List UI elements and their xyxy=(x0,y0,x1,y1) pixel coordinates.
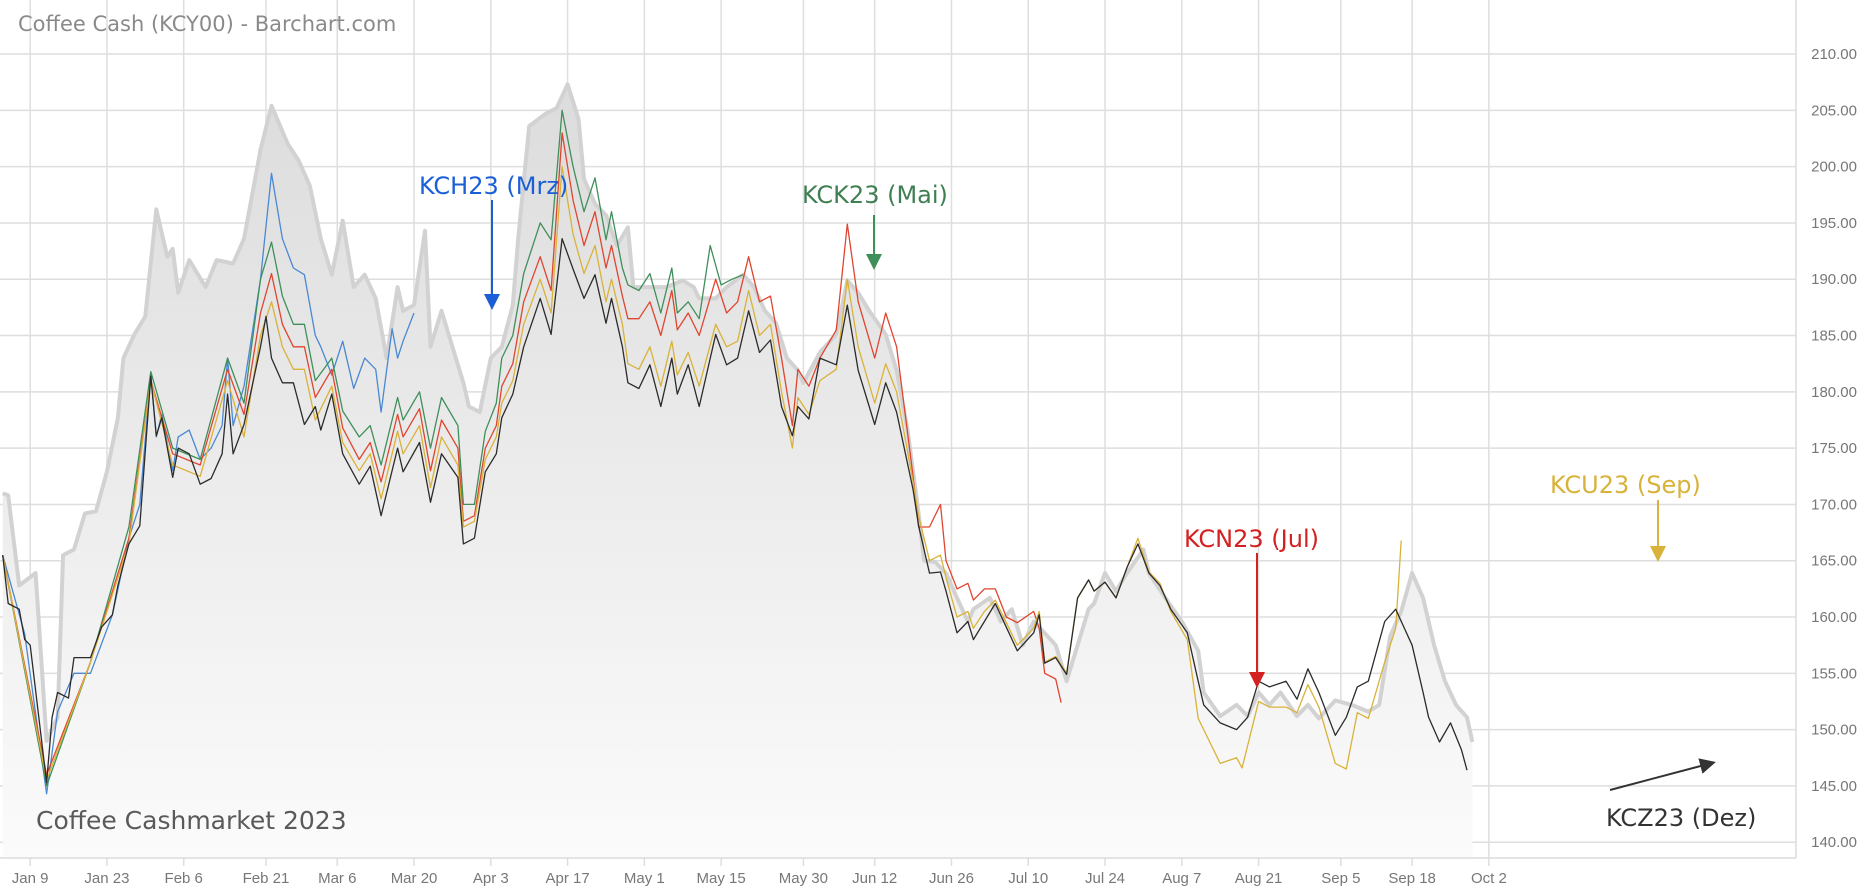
y-tick-label: 155.00 xyxy=(1811,665,1857,682)
series-line-kcz23 xyxy=(2,238,1468,784)
y-tick-label: 145.00 xyxy=(1811,778,1857,795)
chart-caption: Coffee Cashmarket 2023 xyxy=(36,806,347,835)
y-tick-label: 190.00 xyxy=(1811,271,1857,288)
annotation-kch23: KCH23 (Mrz) xyxy=(419,172,569,200)
y-tick-label: 160.00 xyxy=(1811,609,1857,626)
x-tick-label: Mar 20 xyxy=(391,870,438,887)
kcz-arrow xyxy=(1609,758,1716,791)
x-tick-label: Sep 5 xyxy=(1321,870,1360,887)
annotation-kcu23: KCU23 (Sep) xyxy=(1550,471,1701,499)
x-tick-label: Aug 21 xyxy=(1235,870,1283,887)
x-tick-label: Aug 7 xyxy=(1162,870,1201,887)
y-tick-label: 200.00 xyxy=(1811,159,1857,176)
annotation-kcz23: KCZ23 (Dez) xyxy=(1606,804,1757,832)
x-tick-label: Jun 12 xyxy=(852,870,897,887)
x-tick-label: Jul 10 xyxy=(1008,870,1048,887)
x-tick-label: Apr 3 xyxy=(473,870,509,887)
y-tick-label: 165.00 xyxy=(1811,553,1857,570)
x-tick-label: Feb 6 xyxy=(165,870,203,887)
annotation-kcn23: KCN23 (Jul) xyxy=(1184,525,1319,553)
cash-area xyxy=(2,84,1473,858)
x-tick-label: May 1 xyxy=(624,870,665,887)
x-tick-label: Jul 24 xyxy=(1085,870,1125,887)
y-tick-label: 205.00 xyxy=(1811,102,1857,119)
x-tick-label: Apr 17 xyxy=(545,870,589,887)
y-tick-label: 185.00 xyxy=(1811,328,1857,345)
y-tick-label: 170.00 xyxy=(1811,496,1857,513)
x-tick-label: Sep 18 xyxy=(1388,870,1436,887)
x-tick-label: Jan 9 xyxy=(12,870,49,887)
series-line-kcn23 xyxy=(2,132,1062,776)
y-tick-label: 210.00 xyxy=(1811,46,1857,63)
y-tick-label: 140.00 xyxy=(1811,834,1857,851)
x-tick-label: Jan 23 xyxy=(84,870,129,887)
y-tick-label: 180.00 xyxy=(1811,384,1857,401)
annotation-kck23: KCK23 (Mai) xyxy=(802,181,948,209)
series-line-kck23 xyxy=(2,109,744,787)
annotation-arrows xyxy=(484,200,1716,791)
series-line-kcy00 xyxy=(1,82,1475,743)
x-tick-label: May 30 xyxy=(779,870,828,887)
x-tick-label: Mar 6 xyxy=(318,870,356,887)
x-tick-label: Feb 21 xyxy=(243,870,290,887)
y-tick-label: 175.00 xyxy=(1811,440,1857,457)
x-tick-label: Jun 26 xyxy=(929,870,974,887)
series-group xyxy=(1,82,1475,858)
chart-title: Coffee Cash (KCY00) - Barchart.com xyxy=(18,12,397,36)
y-tick-label: 150.00 xyxy=(1811,722,1857,739)
x-tick-label: Oct 2 xyxy=(1471,870,1507,887)
x-tick-label: May 15 xyxy=(697,870,746,887)
series-line-kcu23 xyxy=(2,165,1402,781)
y-tick-label: 195.00 xyxy=(1811,215,1857,232)
